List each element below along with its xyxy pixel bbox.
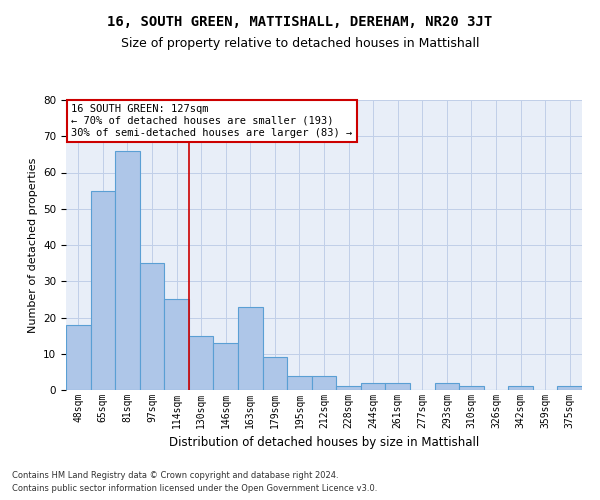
Text: Contains HM Land Registry data © Crown copyright and database right 2024.: Contains HM Land Registry data © Crown c…	[12, 470, 338, 480]
Bar	[91, 190, 115, 390]
Bar	[557, 386, 582, 390]
Bar	[164, 300, 189, 390]
Bar	[115, 151, 140, 390]
Bar	[336, 386, 361, 390]
Bar	[140, 263, 164, 390]
Bar	[189, 336, 214, 390]
Text: 16, SOUTH GREEN, MATTISHALL, DEREHAM, NR20 3JT: 16, SOUTH GREEN, MATTISHALL, DEREHAM, NR…	[107, 15, 493, 29]
Bar	[385, 383, 410, 390]
Text: 16 SOUTH GREEN: 127sqm
← 70% of detached houses are smaller (193)
30% of semi-de: 16 SOUTH GREEN: 127sqm ← 70% of detached…	[71, 104, 352, 138]
Bar	[287, 376, 312, 390]
Bar	[312, 376, 336, 390]
Bar	[459, 386, 484, 390]
Bar	[361, 383, 385, 390]
Text: Contains public sector information licensed under the Open Government Licence v3: Contains public sector information licen…	[12, 484, 377, 493]
Bar	[434, 383, 459, 390]
Bar	[214, 343, 238, 390]
Y-axis label: Number of detached properties: Number of detached properties	[28, 158, 38, 332]
Bar	[263, 358, 287, 390]
Bar	[238, 306, 263, 390]
Text: Size of property relative to detached houses in Mattishall: Size of property relative to detached ho…	[121, 38, 479, 51]
X-axis label: Distribution of detached houses by size in Mattishall: Distribution of detached houses by size …	[169, 436, 479, 450]
Bar	[508, 386, 533, 390]
Bar	[66, 325, 91, 390]
